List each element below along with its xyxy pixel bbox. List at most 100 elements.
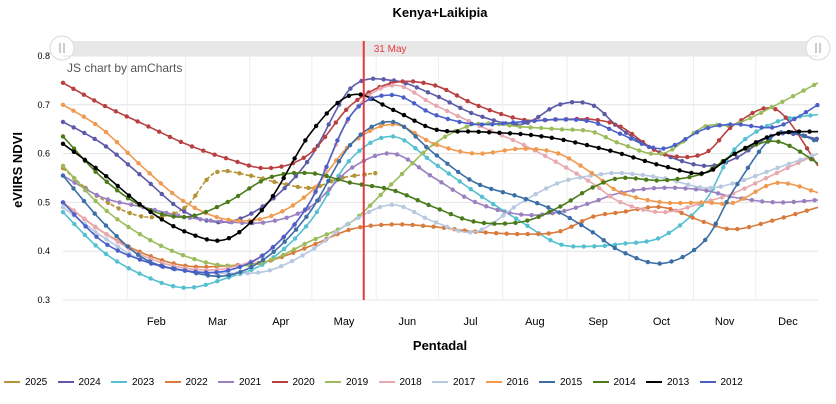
data-point[interactable] [378,124,383,129]
data-point[interactable] [71,186,76,191]
data-point[interactable] [569,100,575,105]
series-2013[interactable] [60,92,819,243]
data-point[interactable] [103,144,109,149]
data-point[interactable] [812,198,817,203]
data-point[interactable] [401,124,407,129]
data-point[interactable] [389,92,395,98]
data-point[interactable] [718,184,723,189]
data-point[interactable] [226,273,232,278]
data-point[interactable] [608,148,613,153]
data-point[interactable] [709,200,715,205]
data-point[interactable] [448,211,454,217]
data-point[interactable] [381,185,387,191]
data-point[interactable] [104,174,109,179]
legend-item-2017[interactable]: 2017 [432,372,475,392]
data-point[interactable] [574,171,579,176]
data-point[interactable] [677,168,682,173]
data-point[interactable] [225,168,230,174]
data-point[interactable] [367,96,373,102]
data-point[interactable] [215,238,220,243]
data-point[interactable] [455,129,460,134]
data-point[interactable] [257,217,262,222]
data-point[interactable] [518,131,523,137]
data-point[interactable] [759,125,764,130]
data-point[interactable] [93,243,98,248]
data-point[interactable] [480,114,485,120]
data-point[interactable] [256,270,261,275]
data-point[interactable] [775,119,781,124]
data-point[interactable] [619,170,625,176]
data-point[interactable] [214,204,220,210]
series-2012[interactable] [60,92,820,275]
data-point[interactable] [434,113,439,118]
data-point[interactable] [710,167,716,172]
data-point[interactable] [623,175,628,180]
data-point[interactable] [301,195,307,200]
data-point[interactable] [644,177,649,182]
data-point[interactable] [401,95,406,100]
data-point[interactable] [525,218,530,223]
data-point[interactable] [192,205,197,210]
data-point[interactable] [683,186,688,191]
data-point[interactable] [146,124,151,129]
data-point[interactable] [510,137,516,143]
data-point[interactable] [764,135,770,140]
data-point[interactable] [434,127,439,132]
data-point[interactable] [416,165,422,170]
data-point[interactable] [561,137,566,143]
data-point[interactable] [117,200,122,205]
data-point[interactable] [259,208,264,213]
data-point[interactable] [434,103,439,108]
data-point[interactable] [758,110,764,116]
data-point[interactable] [82,216,87,221]
data-point[interactable] [333,230,339,235]
data-point[interactable] [71,149,77,154]
data-point[interactable] [81,114,87,119]
data-point[interactable] [147,171,152,176]
data-point[interactable] [357,148,362,153]
data-point[interactable] [413,146,418,151]
data-point[interactable] [292,222,297,227]
data-point[interactable] [500,190,506,195]
data-point[interactable] [683,137,688,142]
data-point[interactable] [654,162,659,167]
data-point[interactable] [668,206,673,212]
data-point[interactable] [159,280,164,286]
data-point[interactable] [691,247,697,253]
data-point[interactable] [378,192,383,198]
data-point[interactable] [735,226,740,232]
data-point[interactable] [543,153,548,159]
data-point[interactable] [115,188,120,193]
data-point[interactable] [336,177,341,182]
legend-item-2020[interactable]: 2020 [271,372,315,392]
data-point[interactable] [770,218,775,223]
data-point[interactable] [704,188,709,193]
data-point[interactable] [304,214,309,219]
data-point[interactable] [126,266,131,271]
data-point[interactable] [182,205,187,211]
data-point[interactable] [158,181,163,186]
data-point[interactable] [300,253,305,258]
data-point[interactable] [469,151,475,156]
data-point[interactable] [216,274,221,279]
data-point[interactable] [655,236,661,241]
data-point[interactable] [115,217,120,222]
data-point[interactable] [809,157,814,162]
data-point[interactable] [749,197,754,203]
data-point[interactable] [544,148,549,153]
data-point[interactable] [149,261,154,266]
legend-item-2022[interactable]: 2022 [164,372,208,392]
data-point[interactable] [72,212,77,217]
data-point[interactable] [370,76,376,81]
data-point[interactable] [182,229,187,234]
data-point[interactable] [754,129,759,134]
data-point[interactable] [272,179,277,185]
data-point[interactable] [182,209,187,214]
data-point[interactable] [180,253,186,258]
data-point[interactable] [558,204,563,209]
data-point[interactable] [559,242,564,247]
data-point[interactable] [631,155,636,160]
data-point[interactable] [769,125,775,130]
data-point[interactable] [468,187,473,192]
data-point[interactable] [786,161,792,166]
